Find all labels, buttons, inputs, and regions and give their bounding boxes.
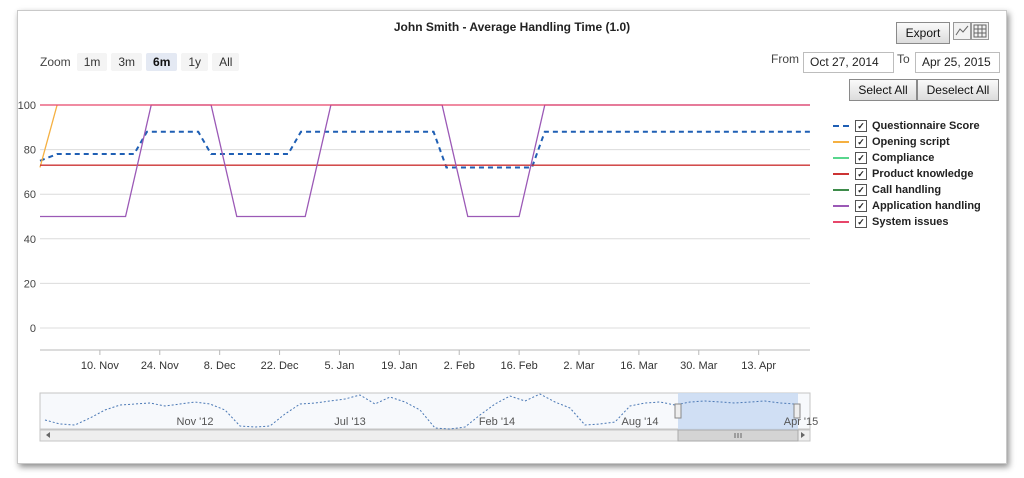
- legend-item[interactable]: ✓ Compliance: [833, 150, 981, 166]
- select-all-button[interactable]: Select All: [849, 79, 917, 101]
- legend-checkbox[interactable]: ✓: [855, 168, 867, 180]
- zoom-bar: Zoom 1m 3m 6m 1y All: [40, 53, 243, 71]
- legend-label: Questionnaire Score: [872, 120, 980, 132]
- navigator-right-handle[interactable]: [793, 403, 801, 419]
- y-tick-label: 0: [30, 323, 36, 335]
- navigator-label: Feb '14: [479, 416, 515, 428]
- x-tick-label: 8. Dec: [204, 360, 236, 372]
- navigator-left-handle[interactable]: [674, 403, 682, 419]
- zoom-1y-button[interactable]: 1y: [181, 53, 209, 71]
- x-tick-label: 16. Mar: [620, 360, 658, 372]
- legend-label: Call handling: [872, 184, 942, 196]
- legend-label: Compliance: [872, 152, 935, 164]
- legend-label: System issues: [872, 216, 949, 228]
- to-label: To: [897, 52, 910, 66]
- legend-checkbox[interactable]: ✓: [855, 200, 867, 212]
- y-tick-label: 80: [24, 145, 36, 157]
- legend-checkbox[interactable]: ✓: [855, 184, 867, 196]
- zoom-all-button[interactable]: All: [212, 53, 240, 71]
- chart-legend: ✓ Questionnaire Score ✓ Opening script ✓ Comp…: [833, 118, 981, 230]
- y-tick-label: 100: [18, 100, 36, 112]
- y-tick-label: 40: [24, 234, 36, 246]
- legend-item[interactable]: ✓ System issues: [833, 214, 981, 230]
- from-date-input[interactable]: Oct 27, 2014: [803, 52, 894, 73]
- from-label: From: [771, 52, 799, 66]
- to-date-input[interactable]: Apr 25, 2015: [915, 52, 1000, 73]
- navigator-series: [44, 393, 796, 430]
- x-tick-label: 5. Jan: [324, 360, 354, 372]
- grid-view-icon[interactable]: [971, 22, 989, 40]
- legend-swatch: [833, 157, 849, 159]
- x-tick-label: 30. Mar: [680, 360, 718, 372]
- scroll-left-arrow-icon[interactable]: [46, 432, 50, 438]
- y-tick-label: 60: [24, 189, 36, 201]
- y-tick-label: 20: [24, 278, 36, 290]
- x-tick-label: 2. Feb: [444, 360, 475, 372]
- navigator-label: Apr '15: [784, 416, 819, 428]
- series-line-5: [40, 104, 810, 218]
- legend-item[interactable]: ✓ Opening script: [833, 134, 981, 150]
- legend-swatch: [833, 189, 849, 191]
- zoom-1m-button[interactable]: 1m: [76, 53, 108, 71]
- zoom-label: Zoom: [40, 55, 71, 69]
- x-tick-label: 13. Apr: [741, 360, 776, 372]
- export-button[interactable]: Export: [896, 22, 950, 44]
- legend-checkbox[interactable]: ✓: [855, 136, 867, 148]
- scroll-right-arrow-icon[interactable]: [801, 432, 805, 438]
- legend-checkbox[interactable]: ✓: [855, 120, 867, 132]
- legend-swatch: [833, 221, 849, 223]
- legend-item[interactable]: ✓ Questionnaire Score: [833, 118, 981, 134]
- x-tick-label: 24. Nov: [141, 360, 179, 372]
- deselect-all-button[interactable]: Deselect All: [917, 79, 999, 101]
- legend-item[interactable]: ✓ Application handling: [833, 198, 981, 214]
- x-tick-label: 16. Feb: [500, 360, 537, 372]
- legend-item[interactable]: ✓ Product knowledge: [833, 166, 981, 182]
- zoom-6m-button[interactable]: 6m: [146, 53, 178, 71]
- legend-swatch: [833, 173, 849, 175]
- x-tick-label: 19. Jan: [381, 360, 417, 372]
- chart-title: John Smith - Average Handling Time (1.0): [393, 20, 631, 34]
- legend-label: Application handling: [872, 200, 981, 212]
- chart-view-icon[interactable]: [953, 22, 971, 40]
- x-tick-label: 10. Nov: [81, 360, 119, 372]
- navigator-label: Jul '13: [334, 416, 365, 428]
- navigator-label: Aug '14: [622, 416, 659, 428]
- legend-item[interactable]: ✓ Call handling: [833, 182, 981, 198]
- x-tick-label: 2. Mar: [563, 360, 595, 372]
- navigator-label: Nov '12: [177, 416, 214, 428]
- zoom-3m-button[interactable]: 3m: [111, 53, 143, 71]
- navigator-scrollbar[interactable]: [39, 429, 811, 442]
- legend-swatch: [833, 205, 849, 207]
- legend-checkbox[interactable]: ✓: [855, 152, 867, 164]
- legend-label: Opening script: [872, 136, 950, 148]
- legend-swatch: [833, 141, 849, 143]
- series-line-1: [39, 104, 58, 168]
- legend-checkbox[interactable]: ✓: [855, 216, 867, 228]
- legend-swatch: [833, 125, 849, 127]
- chart-frame: [17, 10, 1007, 464]
- legend-label: Product knowledge: [872, 168, 974, 180]
- x-tick-label: 22. Dec: [261, 360, 299, 372]
